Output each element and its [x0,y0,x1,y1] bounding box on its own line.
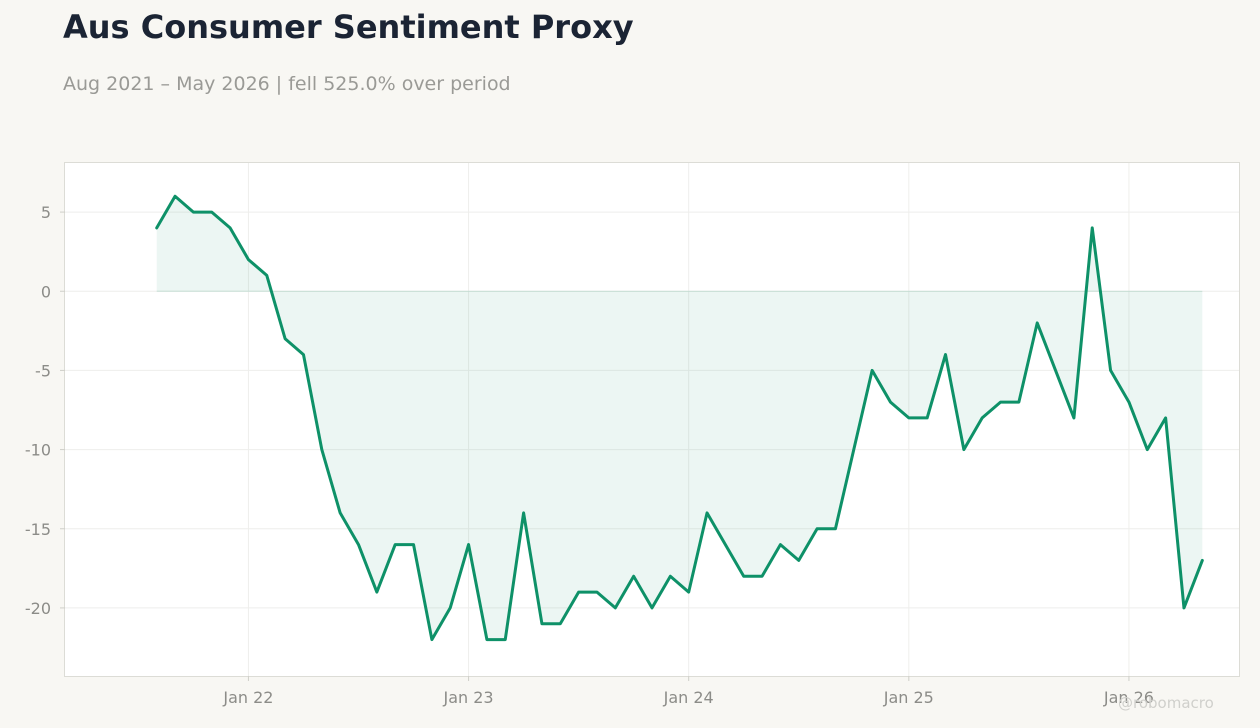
data-point [650,606,654,610]
data-point [632,574,636,578]
data-point [815,527,819,531]
x-tick-label: Jan 23 [443,688,494,707]
data-point [173,194,177,198]
data-point [1090,226,1094,230]
data-point [393,543,397,547]
data-point [742,574,746,578]
data-point [338,511,342,515]
x-tick-label: Jan 26 [1103,688,1154,707]
data-point [833,527,837,531]
data-point [1054,368,1058,372]
data-point [705,511,709,515]
gridlines [65,163,1239,676]
data-line [155,194,1204,642]
data-point [999,400,1003,404]
x-tick-label: Jan 25 [883,688,934,707]
data-point [870,368,874,372]
data-point [1109,368,1113,372]
data-point [522,511,526,515]
plot-area [64,162,1240,677]
data-point [797,558,801,562]
data-point [1017,400,1021,404]
data-point [1035,321,1039,325]
data-point [1145,448,1149,452]
data-point [191,210,195,214]
data-point [577,590,581,594]
data-point [668,574,672,578]
x-axis: Jan 22 Jan 23 Jan 24 Jan 25 Jan 26 [222,676,1154,707]
data-point [962,448,966,452]
series-line [155,194,1204,642]
data-point [613,606,617,610]
y-tick-label: -20 [25,599,51,618]
data-point [467,543,471,547]
data-point [1164,416,1168,420]
data-point [283,337,287,341]
y-tick-label: 0 [41,282,51,301]
data-point [448,606,452,610]
x-tick-label: Jan 22 [222,688,273,707]
data-point [430,638,434,642]
data-point [265,273,269,277]
y-tick-label: -5 [35,361,51,380]
data-point [944,353,948,357]
data-point [357,543,361,547]
data-point [925,416,929,420]
chart-subtitle: Aug 2021 – May 2026 | fell 525.0% over p… [63,73,511,95]
data-point [375,590,379,594]
data-point [558,622,562,626]
y-axis: 5 0 -5 -10 -15 -20 [25,203,65,618]
data-point [540,622,544,626]
data-point [723,543,727,547]
data-point [301,353,305,357]
data-point [760,574,764,578]
data-point [1200,558,1204,562]
data-point [412,543,416,547]
data-point [687,590,691,594]
y-tick-label: 5 [41,203,51,222]
data-point [852,448,856,452]
data-point [503,638,507,642]
data-point [778,543,782,547]
data-point [1182,606,1186,610]
watermark: @robomacro [1118,694,1214,712]
area-fill [156,196,1203,640]
data-point [210,210,214,214]
data-point [907,416,911,420]
data-point [1072,416,1076,420]
data-point [595,590,599,594]
y-tick-label: -15 [25,520,51,539]
data-point [485,638,489,642]
data-point [888,400,892,404]
data-point [980,416,984,420]
chart-title: Aus Consumer Sentiment Proxy [63,8,634,46]
data-point [228,226,232,230]
data-point [320,448,324,452]
x-tick-label: Jan 24 [663,688,714,707]
y-tick-label: -10 [25,441,51,460]
data-point [155,226,159,230]
data-point [1127,400,1131,404]
data-point [246,258,250,262]
area-fill-path [156,196,1203,640]
